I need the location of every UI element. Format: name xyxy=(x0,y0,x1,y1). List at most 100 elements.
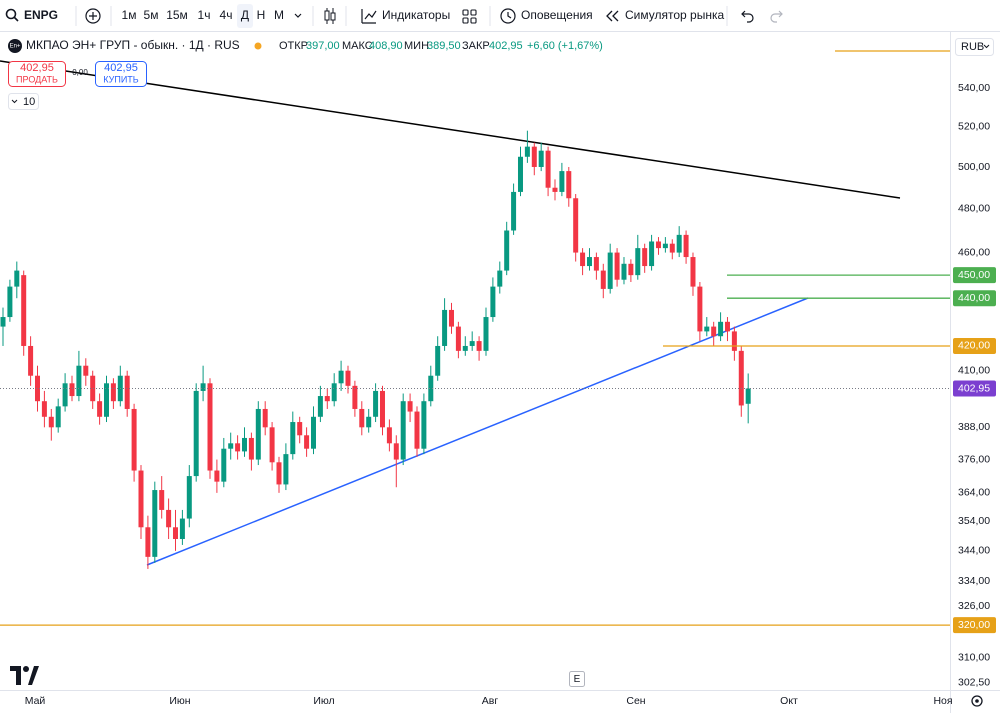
interval[interactable]: Н xyxy=(257,8,266,22)
compare-button[interactable] xyxy=(85,8,101,24)
candle-body xyxy=(97,401,103,417)
candle-body xyxy=(0,317,6,327)
candle-body xyxy=(690,257,696,287)
candle-body xyxy=(359,408,365,428)
quantity-chevron xyxy=(11,99,18,104)
candle-body xyxy=(442,309,448,346)
candle-body xyxy=(324,396,330,402)
price-label-bg xyxy=(953,290,996,307)
candle-body xyxy=(586,257,592,267)
candle-body xyxy=(566,171,572,199)
interval-active-bg xyxy=(237,4,253,28)
interval[interactable]: М xyxy=(274,8,284,22)
candle-body xyxy=(110,383,116,402)
candle-body xyxy=(711,326,717,337)
interval-menu[interactable] xyxy=(294,13,302,18)
spread: 0,00 xyxy=(72,68,88,77)
quantity-field[interactable] xyxy=(8,93,39,110)
candle-body xyxy=(373,390,379,417)
x-tick-label: Авг xyxy=(482,695,499,707)
legend-value: 389,50 xyxy=(427,40,461,52)
candle-body xyxy=(635,248,641,276)
candle-body xyxy=(290,422,296,455)
interval[interactable]: Д xyxy=(241,8,249,22)
redo-button[interactable] xyxy=(770,10,783,23)
candle-body xyxy=(718,321,724,337)
candle-body xyxy=(366,416,372,428)
candle-body xyxy=(83,365,89,376)
replay-button[interactable]: Симулятор рынка xyxy=(625,8,724,22)
currency-button[interactable] xyxy=(955,38,994,56)
candle-body xyxy=(124,375,130,409)
candle-body xyxy=(600,270,606,289)
interval[interactable]: 5м xyxy=(144,8,159,22)
symbol-logo-text: En+ xyxy=(10,44,21,50)
candle-body xyxy=(738,350,744,406)
alerts-button[interactable]: Оповещения xyxy=(521,8,593,22)
sell-button[interactable] xyxy=(8,61,66,87)
candle-body xyxy=(483,317,489,351)
y-tick-label: 480,00 xyxy=(958,203,990,215)
candle-body xyxy=(331,383,337,402)
indicators-icon xyxy=(361,9,377,24)
candle-body xyxy=(41,401,47,417)
candle-body xyxy=(55,406,61,428)
candle-body xyxy=(304,435,310,449)
candle-body xyxy=(552,187,558,192)
undo-button[interactable] xyxy=(741,10,754,23)
indicators-button[interactable]: Индикаторы xyxy=(382,8,450,22)
candle-body xyxy=(35,375,41,402)
candle-body xyxy=(490,286,496,318)
candle-body xyxy=(435,345,441,376)
candle-body xyxy=(62,383,68,407)
y-tick-label: 388,00 xyxy=(958,421,990,433)
candle-body xyxy=(138,470,144,528)
replay-icon xyxy=(606,10,619,22)
candle-body xyxy=(159,490,165,510)
candle-body xyxy=(669,243,675,253)
trend-line[interactable] xyxy=(0,60,901,199)
symbol[interactable]: ENPG xyxy=(24,8,58,22)
candle-body xyxy=(414,411,420,449)
y-tick-label: 326,00 xyxy=(958,600,990,612)
alerts-icon xyxy=(500,8,516,24)
settings-button[interactable] xyxy=(971,695,983,707)
candle-body xyxy=(193,390,199,477)
interval[interactable]: 15м xyxy=(166,8,188,22)
candle-body xyxy=(724,321,730,332)
tradingview-logo xyxy=(10,666,39,685)
symbol-description[interactable]: МКПАО ЭН+ ГРУП - обыкн. · 1Д · RUS xyxy=(26,38,240,52)
candle-body xyxy=(172,527,178,540)
candle-body xyxy=(248,437,254,460)
interval[interactable]: 4ч xyxy=(220,8,233,22)
legend-value: 402,95 xyxy=(489,40,523,52)
events-button[interactable] xyxy=(569,671,585,687)
interval[interactable]: 1м xyxy=(122,8,137,22)
candle-body xyxy=(642,248,648,267)
quantity: 10 xyxy=(23,96,35,108)
templates-icon[interactable] xyxy=(462,9,477,24)
candle-body xyxy=(48,416,54,428)
buy-button[interactable] xyxy=(95,61,147,87)
candle-body xyxy=(179,518,185,540)
search-icon[interactable] xyxy=(5,8,17,20)
candle-body xyxy=(386,427,392,444)
price-label: 450,00 xyxy=(958,269,990,281)
candle-body xyxy=(621,263,627,280)
candle-body xyxy=(683,234,689,258)
candle-body xyxy=(731,331,737,351)
candle-body xyxy=(448,309,454,327)
time-axis: Май Июн Июл Авг Сен Окт Ноя xyxy=(25,695,953,707)
candle-body xyxy=(186,476,192,519)
candle-body xyxy=(476,341,482,351)
y-tick-label: 354,00 xyxy=(958,515,990,527)
y-tick-label: 376,00 xyxy=(958,453,990,465)
trend-line[interactable] xyxy=(146,297,809,566)
candle-body xyxy=(338,370,344,384)
trade-panel: 402,95 ПРОДАТЬ 0,00 402,95 КУПИТЬ 10 xyxy=(8,61,147,110)
candle-body xyxy=(269,427,275,463)
interval[interactable]: 1ч xyxy=(198,8,211,22)
y-tick-label: 540,00 xyxy=(958,82,990,94)
currency: RUB xyxy=(961,41,984,53)
x-tick-label: Май xyxy=(25,695,46,707)
